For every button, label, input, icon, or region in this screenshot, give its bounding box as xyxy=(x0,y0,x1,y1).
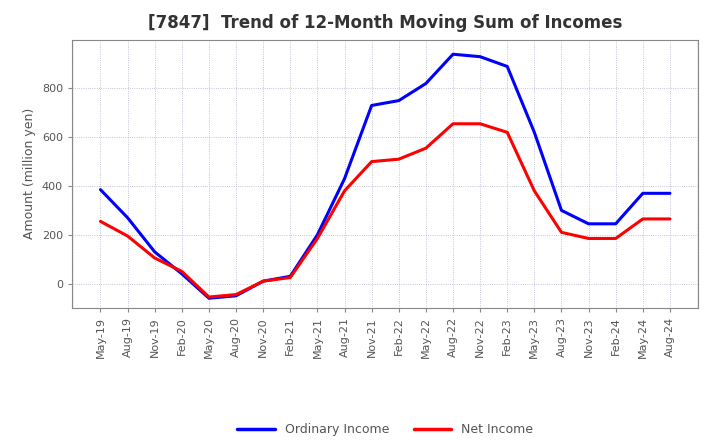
Line: Ordinary Income: Ordinary Income xyxy=(101,54,670,298)
Ordinary Income xyxy=(639,191,647,196)
Ordinary Income xyxy=(530,130,539,135)
Net Income xyxy=(530,188,539,194)
Net Income xyxy=(367,159,376,164)
Net Income xyxy=(341,188,349,194)
Ordinary Income xyxy=(178,271,186,276)
Ordinary Income xyxy=(286,274,294,279)
Ordinary Income xyxy=(421,81,430,86)
Net Income xyxy=(313,236,322,241)
Ordinary Income xyxy=(584,221,593,227)
Net Income xyxy=(204,294,213,300)
Title: [7847]  Trend of 12-Month Moving Sum of Incomes: [7847] Trend of 12-Month Moving Sum of I… xyxy=(148,15,622,33)
Ordinary Income xyxy=(611,221,620,227)
Ordinary Income xyxy=(557,208,566,213)
Line: Net Income: Net Income xyxy=(101,124,670,297)
Ordinary Income xyxy=(232,293,240,298)
Net Income xyxy=(665,216,674,222)
Ordinary Income xyxy=(341,176,349,181)
Net Income xyxy=(259,279,268,284)
Net Income xyxy=(150,255,159,260)
Net Income xyxy=(178,269,186,274)
Net Income xyxy=(232,292,240,297)
Net Income xyxy=(584,236,593,241)
Net Income xyxy=(123,233,132,238)
Net Income xyxy=(476,121,485,126)
Ordinary Income xyxy=(96,187,105,192)
Ordinary Income xyxy=(313,232,322,238)
Net Income xyxy=(449,121,457,126)
Ordinary Income xyxy=(476,54,485,59)
Ordinary Income xyxy=(367,103,376,108)
Net Income xyxy=(96,219,105,224)
Ordinary Income xyxy=(449,51,457,57)
Net Income xyxy=(611,236,620,241)
Legend: Ordinary Income, Net Income: Ordinary Income, Net Income xyxy=(232,418,539,440)
Ordinary Income xyxy=(123,215,132,220)
Net Income xyxy=(395,157,403,162)
Net Income xyxy=(421,146,430,151)
Ordinary Income xyxy=(204,296,213,301)
Y-axis label: Amount (million yen): Amount (million yen) xyxy=(23,108,36,239)
Ordinary Income xyxy=(503,64,511,69)
Net Income xyxy=(639,216,647,222)
Net Income xyxy=(286,275,294,280)
Ordinary Income xyxy=(259,279,268,284)
Net Income xyxy=(557,230,566,235)
Net Income xyxy=(503,130,511,135)
Ordinary Income xyxy=(150,249,159,254)
Ordinary Income xyxy=(665,191,674,196)
Ordinary Income xyxy=(395,98,403,103)
